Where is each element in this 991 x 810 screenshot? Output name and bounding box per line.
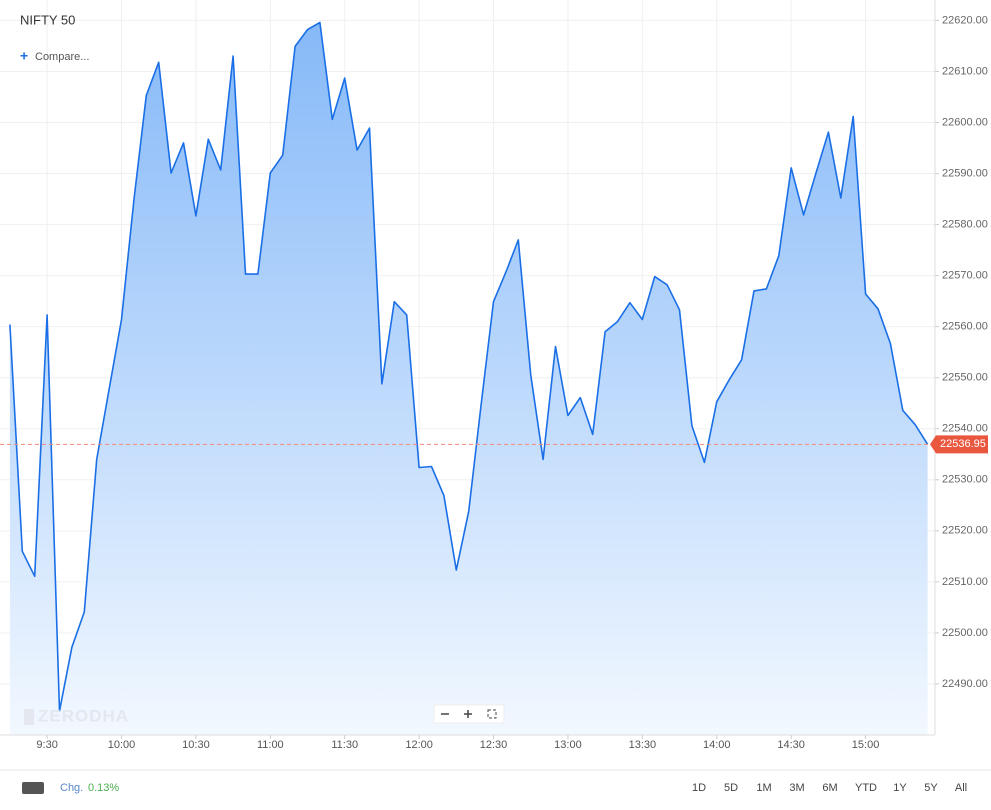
range-button[interactable]: 1Y xyxy=(893,782,907,794)
x-tick-label: 11:00 xyxy=(257,739,284,751)
range-button[interactable]: 1D xyxy=(692,782,706,794)
x-tick-label: 13:30 xyxy=(629,739,657,751)
x-tick-label: 14:00 xyxy=(703,739,731,751)
range-button[interactable]: 3M xyxy=(789,782,804,794)
y-tick-label: 22560.00 xyxy=(942,321,988,333)
y-tick-label: 22620.00 xyxy=(942,14,988,26)
watermark: ZERODHA xyxy=(38,706,129,725)
x-tick-label: 14:30 xyxy=(777,739,805,751)
keyboard-icon[interactable] xyxy=(22,782,44,794)
x-tick-label: 11:30 xyxy=(331,739,358,751)
reset-zoom[interactable] xyxy=(487,709,497,719)
change-value: 0.13% xyxy=(88,782,119,794)
last-price-tag xyxy=(930,435,988,454)
range-button[interactable]: 1M xyxy=(756,782,771,794)
y-tick-label: 22490.00 xyxy=(942,678,988,690)
area-fill xyxy=(9,22,928,735)
y-tick-label: 22550.00 xyxy=(942,372,988,384)
y-tick-label: 22500.00 xyxy=(942,627,988,639)
watermark-logo xyxy=(24,709,34,725)
x-tick-label: 9:30 xyxy=(36,739,57,751)
x-tick-label: 12:30 xyxy=(480,739,508,751)
y-tick-label: 22590.00 xyxy=(942,167,988,179)
x-tick-label: 10:00 xyxy=(108,739,136,751)
x-tick-label: 13:00 xyxy=(554,739,582,751)
x-tick-label: 10:30 xyxy=(182,739,210,751)
last-price-label: 22536.95 xyxy=(940,438,986,450)
y-tick-label: 22570.00 xyxy=(942,270,988,282)
compare-button[interactable]: Compare... xyxy=(35,51,89,63)
chart-title: NIFTY 50 xyxy=(20,12,75,27)
range-button[interactable]: 6M xyxy=(822,782,837,794)
y-tick-label: 22540.00 xyxy=(942,423,988,435)
zoom-controls xyxy=(433,704,505,724)
y-tick-label: 22610.00 xyxy=(942,65,988,77)
y-tick-label: 22530.00 xyxy=(942,474,988,486)
y-tick-label: 22520.00 xyxy=(942,525,988,537)
y-tick-label: 22510.00 xyxy=(942,576,988,588)
compare-icon[interactable]: + xyxy=(20,48,28,64)
change-label: Chg. xyxy=(60,782,83,794)
x-tick-label: 12:00 xyxy=(405,739,433,751)
range-button[interactable]: All xyxy=(955,782,967,794)
y-tick-label: 22580.00 xyxy=(942,218,988,230)
x-tick-label: 15:00 xyxy=(852,739,880,751)
price-line xyxy=(9,21,929,712)
range-button[interactable]: YTD xyxy=(855,782,877,794)
y-tick-label: 22600.00 xyxy=(942,116,988,128)
range-button[interactable]: 5D xyxy=(724,782,738,794)
range-button[interactable]: 5Y xyxy=(924,782,938,794)
